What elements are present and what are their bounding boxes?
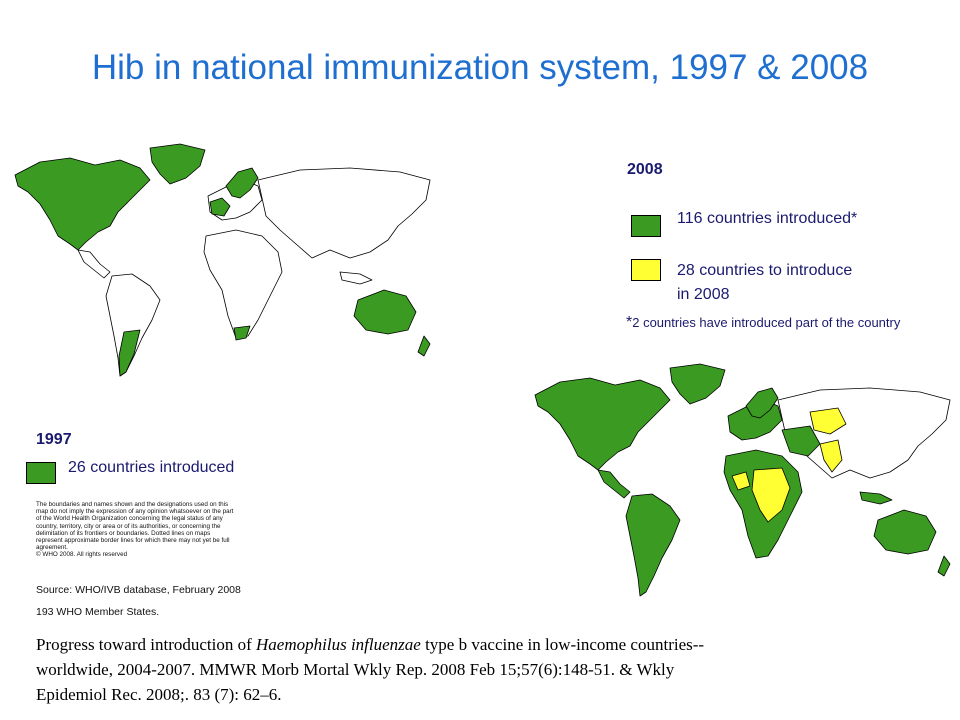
- disclaimer-line: agreement.: [36, 544, 68, 552]
- disclaimer-line: delimitation of its frontiers or boundar…: [36, 529, 211, 537]
- map-1997-western-europe: [209, 197, 231, 217]
- citation-line-1-prefix: Progress toward introduction of: [36, 635, 257, 654]
- footnote-text: 2 countries have introduced part of the …: [632, 315, 901, 330]
- world-map-2008: [534, 363, 951, 597]
- disclaimer-line: country, territory, city or area or of i…: [36, 522, 221, 530]
- map-1997-scandinavia: [225, 167, 259, 199]
- disclaimer-line: The boundaries and names shown and the d…: [36, 501, 229, 508]
- map-1997-central-america: [77, 249, 111, 279]
- map-1997-south-africa: [233, 325, 251, 341]
- map-2008-north-america: [534, 377, 671, 471]
- citation-line-1: Progress toward introduction of Haemophi…: [36, 632, 936, 657]
- legend-2008-introduced-label: 116 countries introduced*: [677, 210, 858, 227]
- map-1997-new-zealand: [417, 335, 431, 357]
- citation: Progress toward introduction of Haemophi…: [36, 632, 936, 707]
- legend-2008-to-introduce-label-line1: 28 countries to introduce: [677, 262, 853, 279]
- legend-1997-introduced-label: 26 countries introduced: [68, 459, 235, 476]
- source-note: Source: WHO/IVB database, February 2008: [36, 584, 241, 596]
- legend-2008-to-introduce-label-line2: in 2008: [677, 286, 730, 303]
- map-1997-north-america: [14, 157, 151, 251]
- map-1997-indonesia: [339, 271, 373, 285]
- map-2008-australia: [873, 509, 937, 555]
- map-2008-south-america: [625, 493, 681, 597]
- citation-line-1-suffix: type b vaccine in low-income countries--: [420, 635, 705, 654]
- member-states-note: 193 WHO Member States.: [36, 606, 160, 618]
- disclaimer-line: map do not imply the expression of any o…: [36, 508, 234, 516]
- legend-1997-introduced-swatch: [26, 462, 56, 484]
- map-2008-africa-to-introduce: [751, 467, 791, 523]
- map-1997-south-america-south: [118, 329, 141, 377]
- map-2008-west-africa-to-introduce: [731, 471, 751, 491]
- map-2008-scandinavia: [745, 387, 779, 419]
- map-disclaimer: The boundaries and names shown and the d…: [36, 501, 258, 559]
- disclaimer-line: represent approximate border lines for w…: [36, 537, 230, 545]
- citation-line-3: Epidemiol Rec. 2008;. 83 (7): 62–6.: [36, 685, 282, 704]
- citation-organism: Haemophilus influenzae: [256, 635, 421, 654]
- disclaimer-line: of the World Health Organization concern…: [36, 515, 223, 523]
- legend-2008-footnote: *2 countries have introduced part of the…: [626, 314, 960, 332]
- map-2008-south-asia: [819, 439, 843, 473]
- legend-2008-introduced-swatch: [631, 215, 661, 237]
- map-2008-greenland: [669, 363, 726, 405]
- map-2008-central-asia: [809, 407, 847, 435]
- legend-1997-year: 1997: [36, 431, 72, 448]
- citation-line-2: worldwide, 2004-2007. MMWR Morb Mortal W…: [36, 660, 675, 679]
- map-2008-middle-east: [781, 425, 821, 457]
- map-2008-indonesia: [859, 491, 893, 505]
- map-2008-central-america: [597, 469, 631, 499]
- copyright-line: © WHO 2008. All rights reserved: [36, 551, 128, 559]
- page-title: Hib in national immunization system, 199…: [91, 48, 869, 87]
- world-map-1997: [14, 143, 431, 377]
- footnote-star: *: [626, 314, 633, 331]
- legend-2008-to-introduce-swatch: [631, 259, 661, 281]
- map-1997-africa: [203, 229, 283, 339]
- map-1997-greenland: [149, 143, 206, 185]
- map-1997-australia: [353, 289, 417, 335]
- map-2008-new-zealand: [937, 555, 951, 577]
- legend-2008-year: 2008: [627, 161, 663, 178]
- map-1997-south-america: [105, 273, 161, 377]
- map-1997-asia: [257, 167, 431, 259]
